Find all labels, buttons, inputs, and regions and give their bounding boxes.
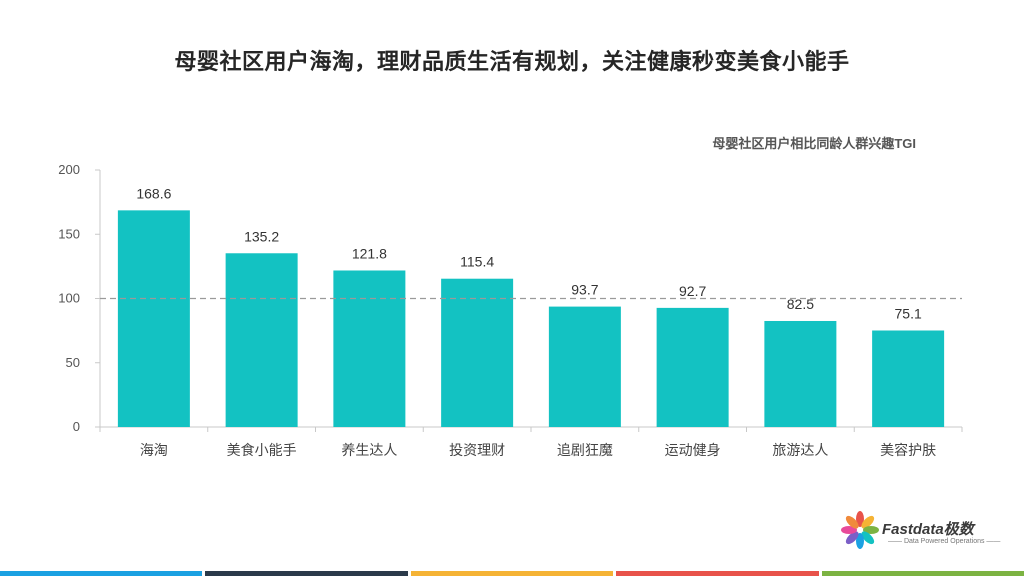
bar <box>117 210 190 427</box>
data-label: 93.7 <box>571 282 598 298</box>
y-tick-label: 200 <box>58 162 80 177</box>
data-label: 82.5 <box>787 296 814 312</box>
logo-tagline: —— Data Powered Operations —— <box>888 538 1001 545</box>
data-label: 92.7 <box>679 283 706 299</box>
bottom-bar-segment <box>821 571 1024 576</box>
bar <box>225 253 298 427</box>
x-tick-label: 海淘 <box>140 442 168 458</box>
bottom-bar-segment <box>205 571 408 576</box>
logo-name: Fastdata极数 <box>882 521 974 538</box>
y-tick-label: 0 <box>73 419 80 434</box>
x-tick-label: 旅游达人 <box>772 442 828 458</box>
bottom-bar-segment <box>410 571 614 576</box>
chart-subtitle: 母婴社区用户相比同龄人群兴趣TGI <box>712 136 916 151</box>
bottom-bar-segment <box>616 571 819 576</box>
data-label: 168.6 <box>136 185 171 201</box>
x-tick-label: 追剧狂魔 <box>557 442 613 458</box>
data-label: 115.4 <box>460 254 494 270</box>
x-tick-label: 运动健身 <box>665 442 721 458</box>
data-label: 75.1 <box>895 305 922 321</box>
y-tick-label: 150 <box>58 226 80 241</box>
x-tick-label: 养生达人 <box>341 442 397 458</box>
bar <box>441 278 514 427</box>
logo: Fastdata极数 —— Data Powered Operations —— <box>840 510 1010 555</box>
bar <box>656 307 729 427</box>
data-label: 135.2 <box>244 228 279 244</box>
data-label: 121.8 <box>352 245 387 261</box>
logo-flower-icon <box>841 511 879 549</box>
chart-title: 母婴社区用户海淘，理财品质生活有规划，关注健康秒变美食小能手 <box>174 49 850 74</box>
bar <box>548 306 621 427</box>
y-tick-label: 50 <box>66 355 80 370</box>
bottom-color-bar <box>0 571 1024 576</box>
bar <box>333 270 406 427</box>
y-tick-label: 100 <box>58 291 80 306</box>
x-tick-label: 投资理财 <box>449 442 505 458</box>
bottom-bar-segment <box>0 571 203 576</box>
x-tick-label: 美食小能手 <box>227 442 297 458</box>
x-tick-label: 美容护肤 <box>880 442 936 458</box>
bar <box>764 320 837 427</box>
bar <box>872 330 945 427</box>
